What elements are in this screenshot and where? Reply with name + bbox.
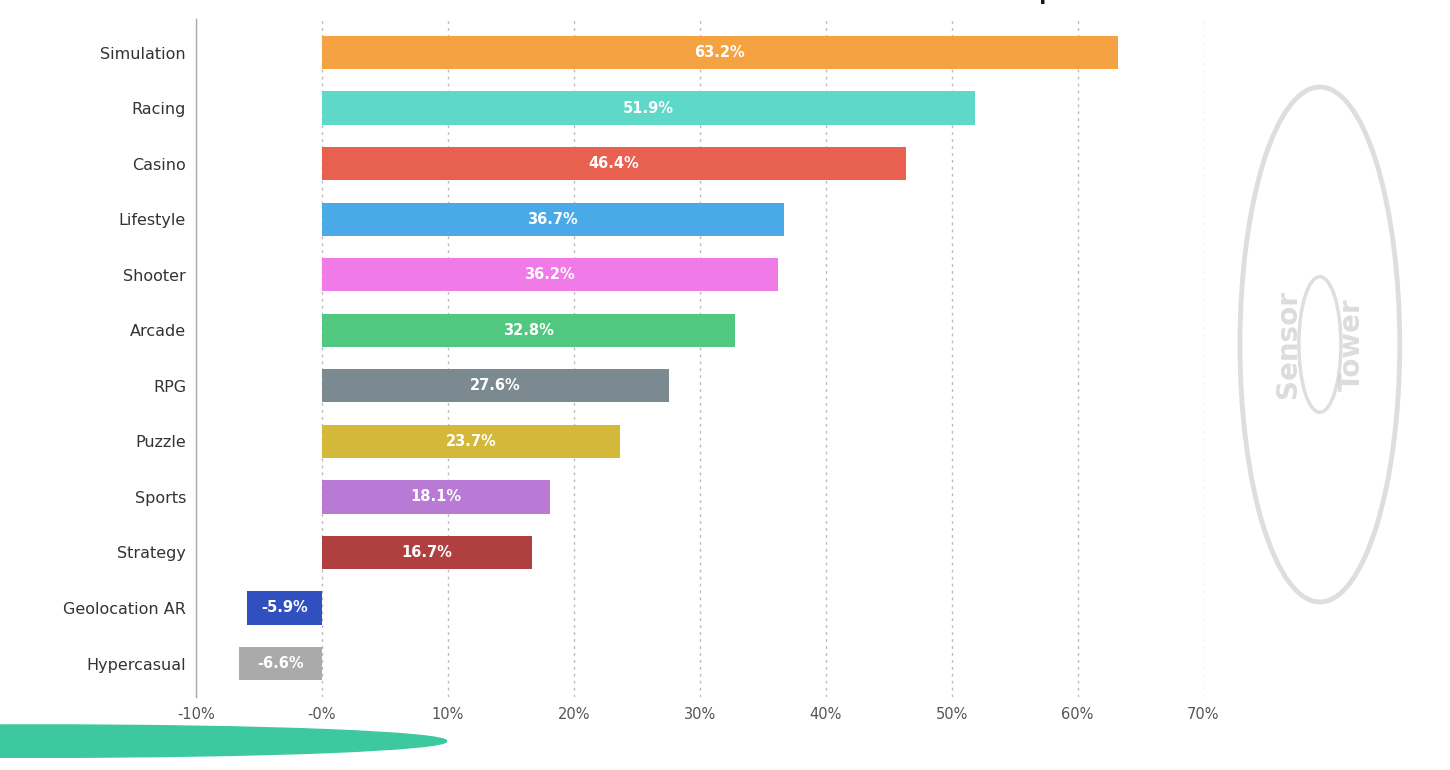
Bar (322, 480, 550, 514)
Bar (239, 647, 322, 680)
Text: 36.7%: 36.7% (528, 212, 579, 226)
Circle shape (0, 725, 447, 758)
Text: 51.9%: 51.9% (624, 101, 674, 116)
Text: 46.4%: 46.4% (589, 156, 639, 171)
Text: Tower: Tower (1337, 298, 1366, 391)
Bar (322, 258, 777, 291)
Text: 23.7%: 23.7% (445, 434, 496, 449)
Text: Sensor: Sensor (1275, 290, 1302, 399)
Text: 16.7%: 16.7% (402, 545, 452, 560)
Bar (322, 313, 735, 347)
Text: -5.9%: -5.9% (261, 601, 307, 615)
Bar (322, 369, 670, 403)
Bar (322, 536, 532, 569)
Title: U.S. Mobile Game Genre Revenue Growth from H1 2019 to H1 2020 - Top 100 Titles: U.S. Mobile Game Genre Revenue Growth fr… (226, 0, 1173, 4)
Text: -6.6%: -6.6% (257, 656, 303, 671)
Text: Tower: Tower (142, 732, 197, 750)
Bar (322, 92, 976, 125)
Bar (322, 425, 621, 458)
Text: 32.8%: 32.8% (503, 323, 554, 338)
Text: Sensor: Sensor (80, 732, 145, 750)
Bar (322, 147, 906, 180)
Bar (322, 203, 784, 236)
Text: Data That Drives App Growth: Data That Drives App Growth (210, 734, 445, 748)
Text: 18.1%: 18.1% (410, 490, 461, 504)
Text: 27.6%: 27.6% (470, 378, 521, 393)
Text: 36.2%: 36.2% (525, 267, 576, 283)
Bar (248, 591, 322, 624)
Text: 63.2%: 63.2% (695, 45, 745, 60)
Text: sensortower.com: sensortower.com (1290, 734, 1421, 748)
Bar (322, 36, 1118, 69)
